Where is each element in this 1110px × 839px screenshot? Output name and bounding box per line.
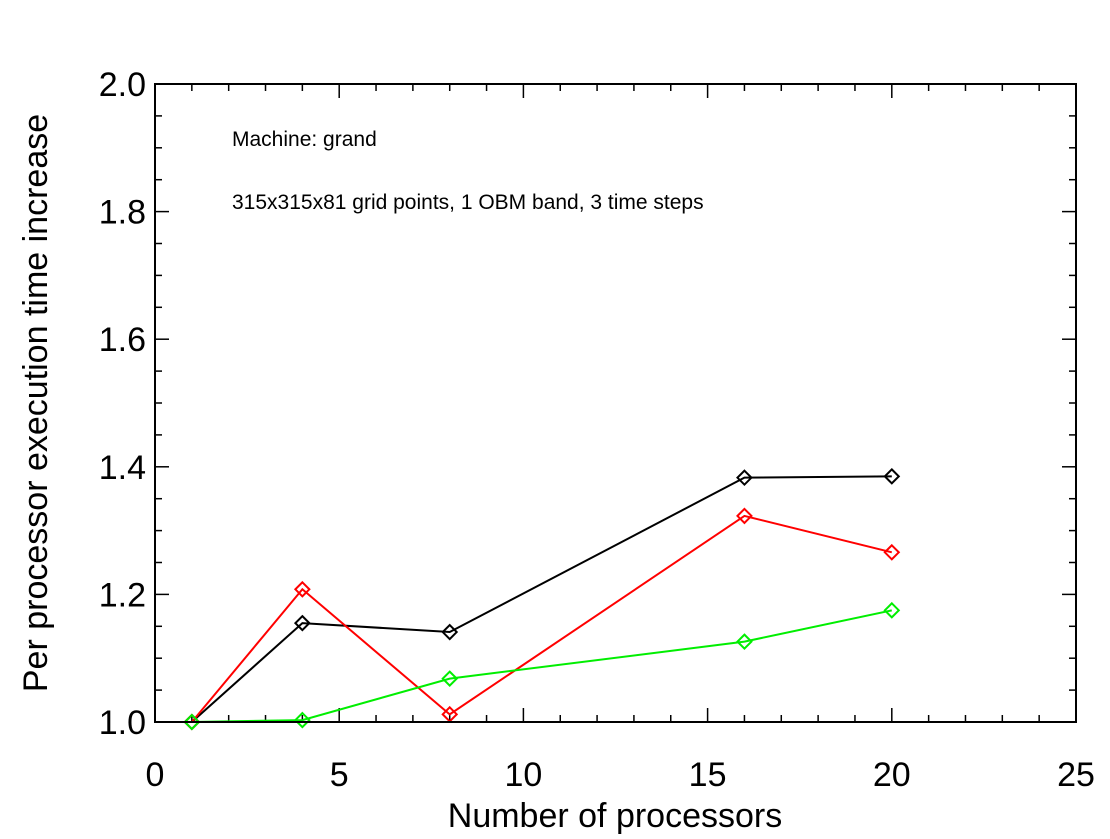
x-tick-label: 20 bbox=[873, 756, 911, 794]
data-point-2 bbox=[293, 580, 311, 598]
data-point-3 bbox=[293, 711, 311, 729]
data-point-2 bbox=[883, 543, 901, 561]
series-line-2 bbox=[191, 514, 893, 723]
x-tick-label: 5 bbox=[330, 756, 349, 794]
data-point-1 bbox=[883, 467, 901, 485]
y-tick-label: 1.8 bbox=[99, 194, 146, 232]
data-point-3 bbox=[183, 713, 201, 731]
data-point-1 bbox=[441, 623, 459, 641]
tick-marks bbox=[154, 83, 1077, 723]
data-point-3 bbox=[441, 670, 459, 688]
x-tick-label: 15 bbox=[689, 756, 727, 794]
series-line-3 bbox=[191, 609, 893, 723]
tick-labels: 0 5 10 15 20 25 1.0 1.2 1.4 1.6 1.8 2.0 bbox=[99, 66, 1095, 794]
x-axis-title: Number of processors bbox=[448, 797, 782, 835]
data-point-1 bbox=[736, 469, 753, 487]
data-point-1 bbox=[293, 614, 311, 632]
y-tick-label: 2.0 bbox=[99, 66, 146, 104]
plot-frame bbox=[154, 83, 1077, 723]
x-tick-label: 25 bbox=[1057, 756, 1095, 794]
data-point-3 bbox=[883, 601, 901, 619]
data-point-2 bbox=[736, 507, 753, 525]
data-point-3 bbox=[736, 633, 753, 651]
x-tick-label: 0 bbox=[146, 756, 165, 794]
y-tick-label: 1.4 bbox=[99, 449, 146, 487]
y-tick-label: 1.2 bbox=[99, 576, 146, 614]
y-tick-label: 1.0 bbox=[99, 704, 146, 742]
annotation-machine: Machine: grand bbox=[232, 128, 377, 151]
annotation-grid-points: 315x315x81 grid points, 1 OBM band, 3 ti… bbox=[232, 191, 704, 214]
x-tick-label: 10 bbox=[504, 756, 542, 794]
y-tick-label: 1.6 bbox=[99, 321, 146, 359]
series-layer bbox=[183, 467, 901, 731]
series-line-1 bbox=[191, 475, 892, 723]
y-axis-title: Per processor execution time increase bbox=[17, 114, 55, 692]
